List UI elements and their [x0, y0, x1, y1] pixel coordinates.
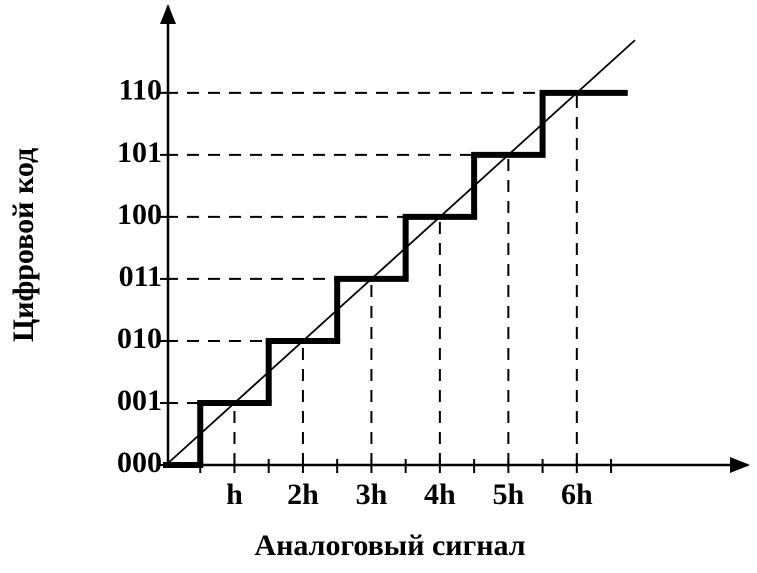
y-tick-label: 000: [117, 446, 162, 479]
y-tick-label: 101: [117, 136, 162, 169]
x-tick-label: 2h: [287, 478, 319, 511]
y-tick-label: 011: [119, 260, 162, 293]
x-axis-title: Аналоговый сигнал: [254, 529, 525, 562]
x-tick-label: 5h: [493, 478, 525, 511]
y-tick-label: 100: [117, 198, 162, 231]
x-tick-label: 3h: [356, 478, 388, 511]
x-tick-label: 6h: [561, 478, 593, 511]
y-axis-title: Цифровой код: [7, 148, 40, 342]
y-tick-label: 001: [117, 384, 162, 417]
x-tick-label: 4h: [424, 478, 456, 511]
x-tick-label: h: [226, 478, 243, 511]
ideal-line: [165, 39, 636, 466]
y-tick-label: 010: [117, 322, 162, 355]
y-tick-label: 110: [119, 74, 162, 107]
